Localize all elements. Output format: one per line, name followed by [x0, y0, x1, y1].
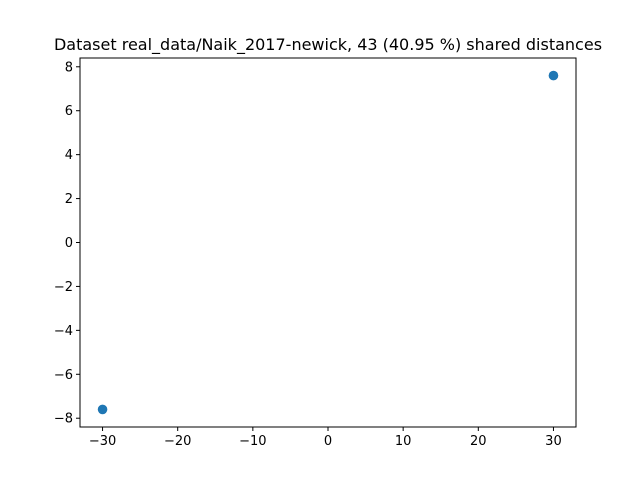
data-point [97, 404, 108, 415]
x-tick-label: −10 [239, 434, 266, 449]
y-tick-label: −8 [54, 412, 73, 427]
x-tick-label: −30 [89, 434, 116, 449]
y-tick-label: 6 [65, 104, 73, 119]
x-tick-label: −20 [164, 434, 191, 449]
chart-title: Dataset real_data/Naik_2017-newick, 43 (… [54, 35, 602, 55]
y-tick-label: 0 [65, 236, 73, 251]
y-tick-label: 2 [65, 192, 73, 207]
y-axis-ticks: −8 −6 −4 −2 0 2 4 6 8 [54, 60, 80, 427]
y-tick-label: 8 [65, 60, 73, 75]
data-point [548, 70, 559, 81]
x-tick-label: 30 [545, 434, 562, 449]
y-tick-label: −4 [54, 324, 73, 339]
y-tick-label: −2 [54, 280, 73, 295]
x-tick-label: 20 [470, 434, 487, 449]
plot-frame [79, 57, 577, 428]
y-tick-label: −6 [54, 368, 73, 383]
x-tick-label: 10 [395, 434, 412, 449]
x-tick-label: 0 [324, 434, 332, 449]
scatter-points [97, 70, 559, 415]
x-axis-ticks: −30 −20 −10 0 10 20 30 [89, 427, 562, 449]
y-tick-label: 4 [65, 148, 73, 163]
